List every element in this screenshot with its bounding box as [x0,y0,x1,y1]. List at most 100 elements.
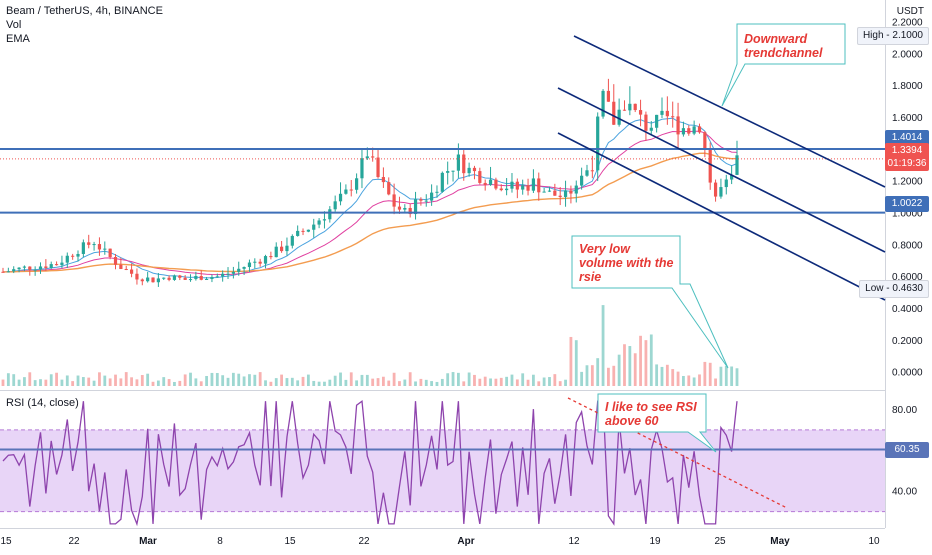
candle-body[interactable] [488,179,493,185]
candle-body[interactable] [338,193,343,202]
candle-body[interactable] [237,268,241,272]
candle-body[interactable] [563,190,568,197]
candle-body[interactable] [183,277,187,280]
candle-body[interactable] [413,199,418,215]
candle-body[interactable] [172,275,177,280]
candle-body[interactable] [724,179,728,188]
candle-body[interactable] [54,264,59,266]
rsi-trend-line[interactable] [567,397,788,509]
candle-body[interactable] [328,209,332,220]
candle-body[interactable] [462,154,466,174]
candle-body[interactable] [387,182,391,195]
candle-body[interactable] [167,277,171,280]
candle-body[interactable] [81,242,85,254]
candle-body[interactable] [1,271,5,273]
candle-body[interactable] [622,109,627,111]
candle-body[interactable] [44,266,48,268]
candle-body[interactable] [574,185,578,194]
candle-body[interactable] [638,110,643,115]
candle-body[interactable] [49,264,53,268]
candle-body[interactable] [472,167,477,172]
candle-body[interactable] [665,110,669,117]
rsi-legend[interactable]: RSI (14, close) [6,397,79,409]
candle-body[interactable] [424,200,428,202]
candle-body[interactable] [119,264,123,270]
candle-body[interactable] [617,109,621,125]
candle-body[interactable] [285,245,289,252]
candle-body[interactable] [537,178,541,193]
candle-body[interactable] [697,126,702,133]
price-axis[interactable]: 2.20002.10002.00001.80001.60001.40001.20… [892,17,923,378]
candle-body[interactable] [103,248,107,250]
candle-body[interactable] [628,103,632,111]
candle-body[interactable] [108,248,112,257]
candle-body[interactable] [269,256,273,258]
candle-body[interactable] [403,207,407,210]
candle-body[interactable] [33,269,37,271]
candle-body[interactable] [258,261,262,264]
candle-body[interactable] [580,175,584,186]
candle-body[interactable] [129,269,134,274]
candle-body[interactable] [633,103,637,111]
candle-body[interactable] [515,181,519,190]
candle-body[interactable] [279,246,284,252]
candle-body[interactable] [505,188,509,191]
candles[interactable] [1,78,739,287]
candle-body[interactable] [312,224,316,230]
candle-body[interactable] [204,278,209,280]
time-axis[interactable]: 15 22 Mar 8 15 22 Apr 12 19 25 May 10 [0,536,880,547]
candle-body[interactable] [38,266,43,270]
candle-body[interactable] [510,181,514,189]
candle-body[interactable] [483,182,487,185]
channel-callout-box[interactable] [721,23,846,107]
candle-body[interactable] [65,255,69,263]
candle-body[interactable] [221,273,225,277]
candle-body[interactable] [28,266,32,270]
currency-label[interactable]: USDT [896,6,924,17]
candle-body[interactable] [188,279,193,281]
candle-body[interactable] [349,189,353,191]
candle-body[interactable] [542,191,546,193]
candle-body[interactable] [156,278,160,283]
candle-body[interactable] [601,90,605,117]
candle-body[interactable] [735,155,739,175]
candle-body[interactable] [553,190,557,196]
candle-body[interactable] [397,206,402,210]
candle-body[interactable] [301,230,305,232]
candle-body[interactable] [333,201,337,210]
candle-body[interactable] [681,128,686,135]
candle-body[interactable] [71,255,75,257]
candle-body[interactable] [451,170,455,172]
candle-body[interactable] [17,267,21,270]
candle-body[interactable] [585,170,589,176]
candle-body[interactable] [713,182,718,197]
candle-body[interactable] [478,171,482,183]
candle-body[interactable] [124,269,128,271]
volume-annotation[interactable]: Very low volume with the rsie [579,242,673,284]
candle-body[interactable] [376,157,380,178]
candle-body[interactable] [178,275,182,278]
candle-body[interactable] [242,267,246,269]
candle-body[interactable] [649,127,653,131]
candle-body[interactable] [296,230,300,236]
candle-body[interactable] [365,156,369,159]
ema-legend[interactable]: EMA [6,33,30,45]
candle-body[interactable] [719,187,723,197]
candle-body[interactable] [344,189,348,194]
candle-body[interactable] [306,229,310,232]
candle-body[interactable] [435,191,439,193]
candle-body[interactable] [392,194,396,207]
candle-body[interactable] [590,170,594,172]
candle-body[interactable] [135,273,139,280]
candle-body[interactable] [419,199,423,201]
candle-body[interactable] [660,110,664,115]
candle-body[interactable] [655,114,659,128]
candle-body[interactable] [199,276,203,280]
candle-body[interactable] [355,178,359,190]
rsi-axis[interactable]: 80.00 40.00 [892,405,917,498]
rsi-annotation[interactable]: I like to see RSI above 60 [605,400,697,428]
candle-body[interactable] [644,114,648,131]
candle-body[interactable] [569,190,573,194]
candle-body[interactable] [274,246,278,258]
